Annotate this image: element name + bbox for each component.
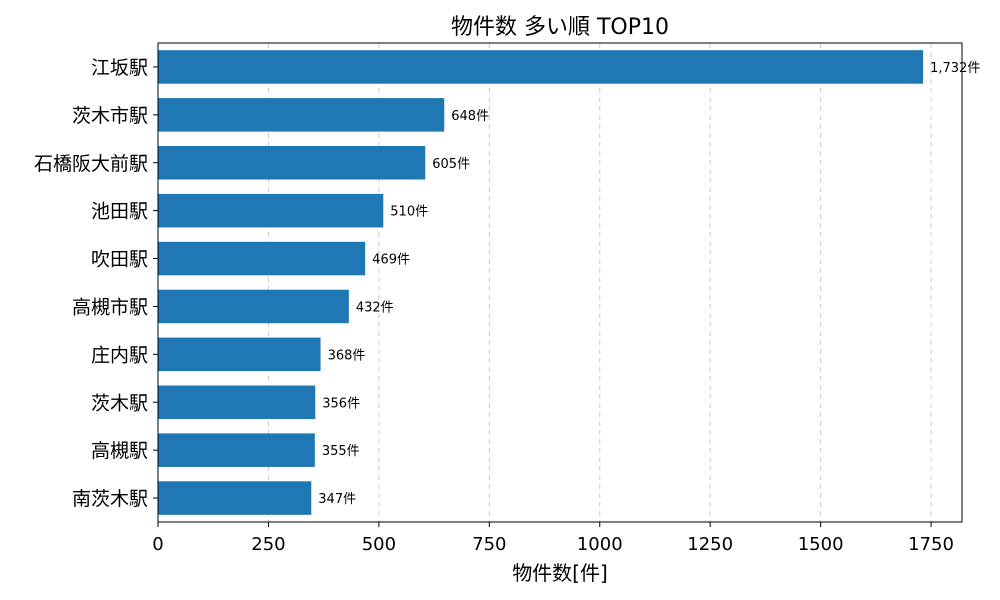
bar-value-label: 368件 (328, 348, 366, 363)
y-tick-label: 茨木駅 (91, 392, 148, 414)
bar-value-label: 355件 (322, 444, 360, 459)
bar (158, 289, 349, 324)
bar (158, 193, 384, 228)
bar (158, 50, 924, 84)
bar-value-label: 432件 (356, 300, 394, 315)
x-tick-label: 750 (472, 534, 506, 555)
data-labels: 1,732件 648件 605件 510件 469件 432件 368件 356件 355件 34… (318, 61, 980, 507)
y-tick-label: 池田駅 (91, 201, 148, 223)
bar (158, 241, 366, 276)
bar (158, 145, 426, 180)
y-tick-label: 高槻駅 (91, 440, 148, 462)
bars (158, 50, 924, 515)
y-tick-label: 石橋阪大前駅 (34, 153, 148, 175)
x-tick-label: 0 (152, 534, 163, 555)
chart-title: 物件数 多い順 TOP10 (451, 15, 669, 40)
x-tick-label: 250 (251, 534, 285, 555)
y-tick-label: 吹田駅 (91, 249, 148, 271)
bar-value-label: 1,732件 (930, 61, 980, 76)
x-tick-label: 1500 (798, 534, 844, 555)
bar-value-label: 469件 (372, 253, 410, 268)
bar-value-label: 347件 (318, 492, 356, 507)
y-tick-label: 南茨木駅 (72, 488, 148, 510)
plot-frame (157, 42, 963, 523)
bar-value-label: 605件 (432, 157, 470, 172)
bar (158, 337, 321, 372)
x-tick-label: 1750 (908, 534, 954, 555)
bar-value-label: 648件 (451, 109, 489, 124)
bar-value-label: 356件 (322, 396, 360, 411)
bar (158, 433, 315, 467)
bar (158, 98, 445, 132)
bar-value-label: 510件 (390, 205, 428, 220)
y-tick-label: 茨木市駅 (72, 105, 148, 127)
y-tick-label: 庄内駅 (91, 344, 148, 366)
x-tick-label: 500 (362, 534, 396, 555)
x-axis: 0 250 500 750 1000 1250 1500 1750 (152, 522, 954, 555)
y-tick-label: 江坂駅 (91, 57, 148, 79)
x-tick-label: 1250 (687, 534, 733, 555)
bar (158, 385, 316, 420)
y-tick-label: 高槻市駅 (72, 296, 148, 318)
x-axis-label: 物件数[件] (512, 561, 608, 585)
x-tick-label: 1000 (577, 534, 623, 555)
bar (158, 481, 312, 515)
